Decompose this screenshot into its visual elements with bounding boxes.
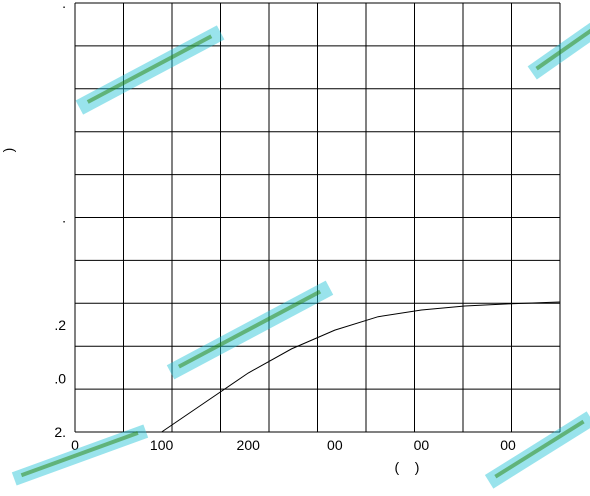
- x-tick-label: 200: [237, 437, 261, 453]
- watermark-stamp: [166, 280, 334, 380]
- series-layer: [161, 301, 561, 433]
- y-axis-ticks: 2. .0 .2..: [54, 0, 66, 440]
- grid: [74, 2, 561, 433]
- watermark-stamp: [527, 20, 590, 80]
- x-tick-label: 00: [414, 437, 430, 453]
- x-tick-label: 00: [327, 437, 343, 453]
- y-tick-label: 2.: [54, 424, 66, 440]
- y-tick-label: .0: [54, 370, 66, 386]
- y-tick-label: .2: [54, 317, 66, 333]
- series-line: [161, 301, 561, 433]
- x-tick-label: 100: [150, 437, 174, 453]
- y-axis-label: ): [0, 148, 16, 153]
- x-axis-label: ( ): [395, 459, 420, 475]
- y-tick-label: .: [62, 0, 66, 11]
- watermark-stamp: [484, 411, 590, 489]
- x-tick-label: 0: [71, 437, 79, 453]
- watermark-stamp: [75, 25, 225, 115]
- x-tick-label: 00: [500, 437, 516, 453]
- x-axis-ticks: 0 100 200 00 00 00: [71, 437, 516, 453]
- y-tick-label: .: [62, 210, 66, 226]
- watermark-stamp: [11, 424, 149, 486]
- watermark-stamps: [11, 20, 590, 489]
